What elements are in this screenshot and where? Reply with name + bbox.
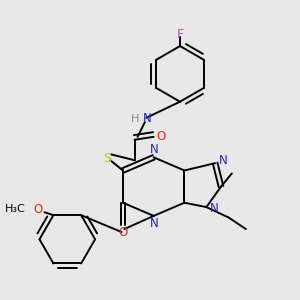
Text: H₃C: H₃C: [5, 204, 26, 214]
Text: S: S: [103, 152, 111, 165]
Text: F: F: [176, 28, 184, 41]
Text: H: H: [131, 114, 140, 124]
Text: N: N: [150, 143, 159, 157]
Text: O: O: [118, 226, 128, 239]
Text: N: N: [143, 112, 152, 125]
Text: N: N: [150, 217, 159, 230]
Text: O: O: [157, 130, 166, 143]
Text: N: N: [210, 202, 219, 215]
Text: N: N: [219, 154, 228, 167]
Text: O: O: [34, 203, 43, 216]
